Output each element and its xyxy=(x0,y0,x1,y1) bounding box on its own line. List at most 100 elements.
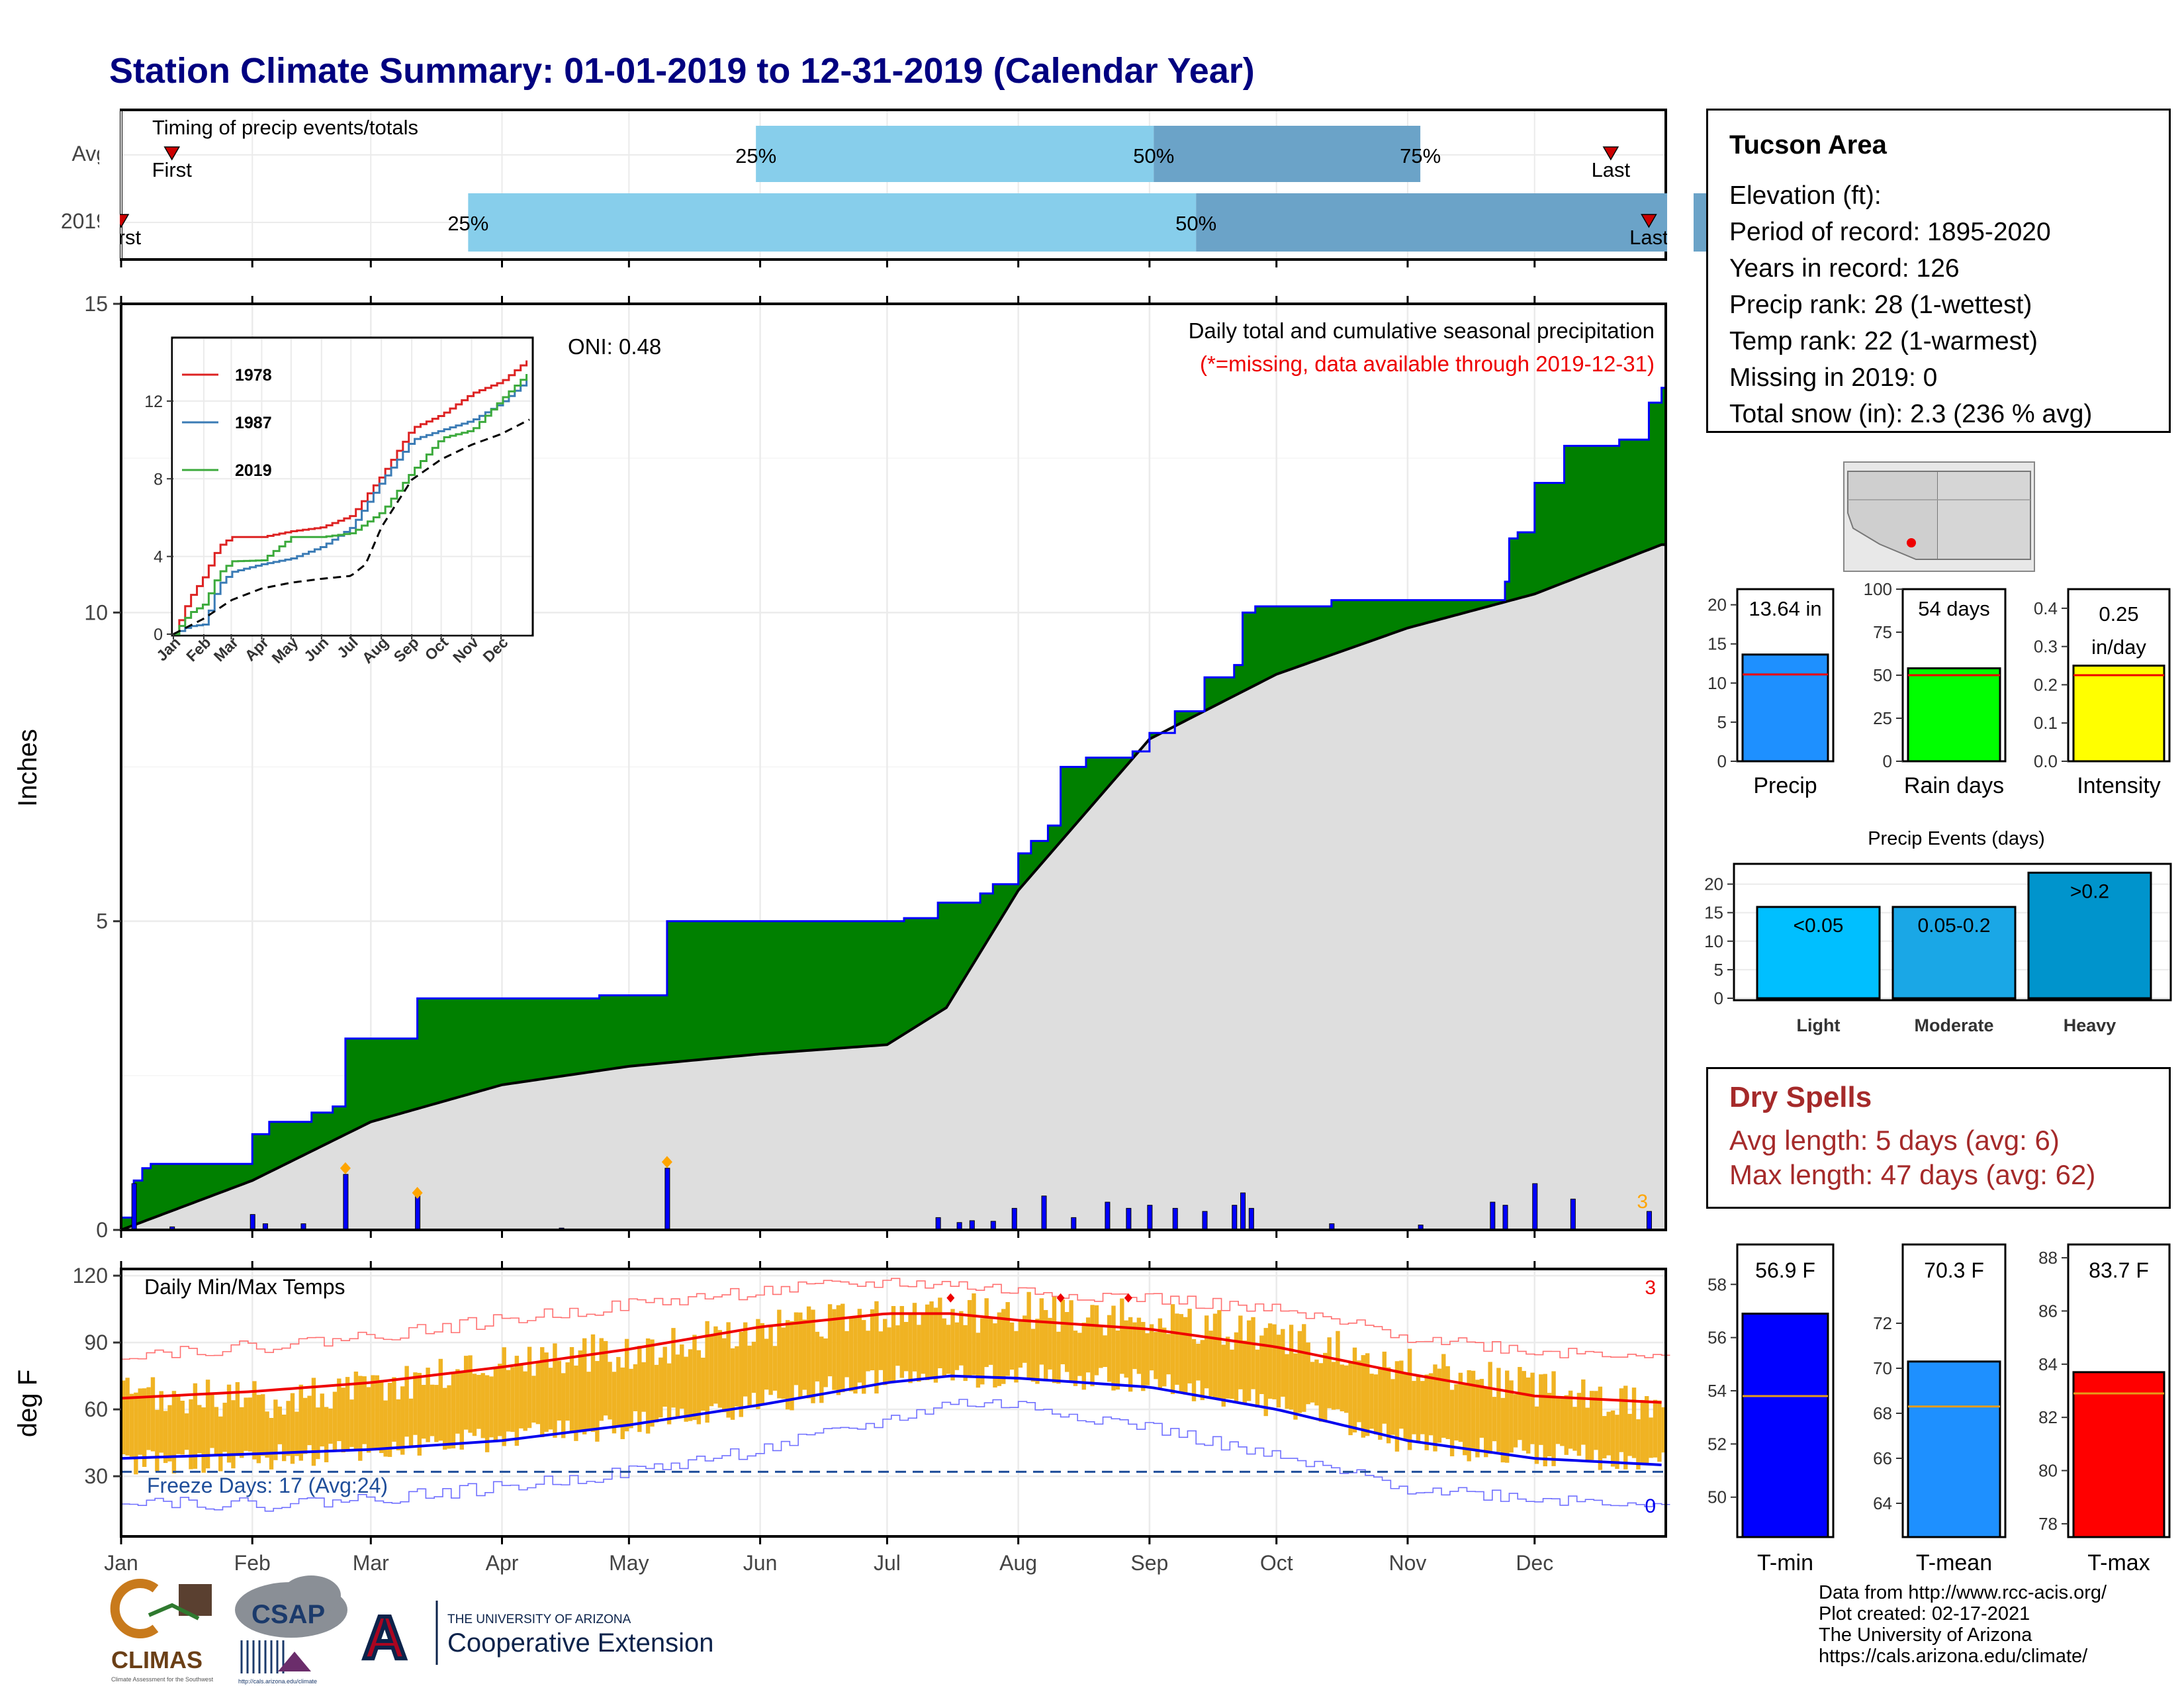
daily-temp-range-bar xyxy=(1170,1304,1175,1394)
daily-temp-range-bar xyxy=(548,1368,553,1430)
inset-x-tick-label: Oct xyxy=(422,633,452,664)
daily-temp-range-bar xyxy=(205,1380,210,1469)
summary-value-label: 13.64 in xyxy=(1749,597,1821,620)
daily-temp-range-bar xyxy=(1255,1349,1260,1408)
events-bars: 0 5 10 15 20 <0.05 Light 0.05-0.2 Moderate >0.2 He… xyxy=(1704,871,2169,1035)
daily-temp-range-bar xyxy=(756,1319,760,1409)
daily-temp-range-bar xyxy=(1437,1368,1442,1443)
daily-temp-range-bar xyxy=(544,1352,549,1432)
daily-temp-range-bar xyxy=(265,1411,269,1458)
daily-temp-range-bar xyxy=(1530,1372,1535,1444)
daily-temp-range-bar xyxy=(1331,1362,1336,1410)
daily-temp-range-bar xyxy=(641,1362,646,1412)
daily-temp-range-bar xyxy=(430,1384,435,1436)
daily-temp-range-bar xyxy=(396,1399,401,1451)
daily-temp-range-bar xyxy=(848,1317,854,1391)
daily-temp-range-bar xyxy=(332,1391,338,1451)
daily-temp-range-bar xyxy=(1285,1354,1289,1409)
daily-temp-range-bar xyxy=(933,1307,938,1383)
daily-temp-range-bar xyxy=(1267,1323,1273,1399)
daily-temp-range-bar xyxy=(1099,1327,1103,1368)
daily-temp-range-bar xyxy=(827,1304,833,1377)
daily-temp-range-bar xyxy=(281,1414,287,1462)
timing-pct-label: 75% xyxy=(1400,144,1441,167)
summary-y-tick-label: 75 xyxy=(1873,622,1892,642)
daily-temp-range-bar xyxy=(798,1312,803,1399)
daily-temp-range-bar xyxy=(1357,1360,1361,1423)
inset-avg-line xyxy=(173,418,530,635)
precip-y-tick-label: 5 xyxy=(96,910,108,933)
daily-temp-range-bar xyxy=(794,1312,799,1385)
daily-precip-bar xyxy=(1502,1205,1508,1231)
daily-temp-range-bar xyxy=(375,1375,380,1451)
daily-temp-range-bar xyxy=(713,1326,718,1404)
daily-temp-range-bar xyxy=(1424,1374,1429,1450)
daily-temp-range-bar xyxy=(1023,1315,1027,1363)
temp-bar-category-label: T-max xyxy=(2087,1550,2150,1575)
daily-temp-range-bar xyxy=(1631,1387,1637,1458)
summary-y-tick-label: 0 xyxy=(1717,751,1727,771)
daily-temp-range-bar xyxy=(277,1406,282,1444)
daily-temp-range-bar xyxy=(498,1364,502,1436)
daily-temp-range-bar xyxy=(1263,1328,1268,1417)
daily-precip-bar xyxy=(1646,1211,1652,1231)
daily-temp-range-bar xyxy=(1128,1317,1133,1392)
daily-temp-range-bar xyxy=(1488,1362,1492,1454)
daily-temp-range-bar xyxy=(408,1398,414,1448)
daily-temp-range-bar xyxy=(1471,1370,1476,1451)
daily-temp-range-bar xyxy=(883,1319,887,1385)
events-category-label: Moderate xyxy=(1914,1015,1993,1035)
daily-temp-range-bar xyxy=(1136,1317,1142,1374)
temp-count-bottom: 0 xyxy=(1645,1495,1656,1517)
info-missing: Missing in 2019: 0 xyxy=(1729,363,1938,392)
precip-y-label: Inches xyxy=(13,729,42,807)
daily-temp-range-bar xyxy=(739,1331,743,1417)
summary-value-label: 0.25 xyxy=(2099,602,2138,626)
daily-temp-range-bar xyxy=(1610,1410,1615,1467)
heavy-event-diamond xyxy=(661,1156,672,1168)
daily-temp-range-bar xyxy=(997,1312,1002,1386)
daily-temp-range-bar xyxy=(1204,1315,1209,1389)
daily-temp-range-bar xyxy=(1653,1399,1658,1458)
summary-bar-Precip xyxy=(1741,653,1829,763)
temp-bar-value-label: 70.3 F xyxy=(1924,1258,1984,1282)
month-label: Jan xyxy=(104,1551,138,1575)
ua-a-icon: A xyxy=(363,1604,406,1671)
temp-bar-y-tick-label: 84 xyxy=(2038,1354,2058,1374)
daily-temp-range-bar xyxy=(311,1378,316,1466)
daily-temp-range-bar xyxy=(1564,1395,1569,1455)
daily-temp-range-bar xyxy=(442,1387,447,1450)
summary-y-tick-label: 15 xyxy=(1707,634,1727,654)
daily-temp-range-bar xyxy=(1619,1388,1624,1452)
dry-spells-max: Max length: 47 days (avg: 62) xyxy=(1729,1159,2096,1190)
summary-y-tick-label: 0.3 xyxy=(2034,637,2058,657)
daily-temp-range-bar xyxy=(836,1305,841,1395)
daily-temp-range-bar xyxy=(324,1407,329,1462)
daily-temp-range-bar xyxy=(1005,1302,1010,1376)
daily-temp-range-bar xyxy=(764,1338,769,1390)
daily-temp-range-bar xyxy=(1505,1370,1510,1463)
daily-temp-range-bar xyxy=(959,1311,964,1366)
csap-rain-icon xyxy=(240,1640,285,1673)
daily-temp-range-bar xyxy=(659,1357,663,1418)
csap-cloud-puff-icon xyxy=(281,1575,341,1615)
daily-temp-range-bar xyxy=(1445,1366,1450,1439)
month-label: May xyxy=(609,1551,649,1575)
precip-events-chart: Precip Events (days) 05101520<0.05Light0… xyxy=(1704,828,2172,1035)
daily-temp-range-bar xyxy=(912,1303,917,1372)
daily-temp-range-bar xyxy=(1352,1347,1357,1432)
daily-temp-range-bar xyxy=(193,1383,198,1469)
daily-temp-range-bar xyxy=(1373,1374,1379,1434)
station-location-marker xyxy=(1907,538,1916,547)
daily-temp-range-bar xyxy=(502,1347,506,1446)
daily-temp-range-bar xyxy=(1212,1313,1218,1399)
daily-temp-range-bar xyxy=(400,1386,405,1455)
daily-temp-range-bar xyxy=(455,1369,460,1434)
month-label: Dec xyxy=(1516,1551,1553,1575)
daily-precip-bar xyxy=(1248,1207,1254,1231)
daily-temp-range-bar xyxy=(853,1317,858,1394)
daily-temp-range-bar xyxy=(666,1363,672,1425)
inset-y-tick-label: 4 xyxy=(154,548,163,567)
csap-text: CSAP xyxy=(251,1600,325,1629)
daily-precip-bar xyxy=(343,1174,349,1231)
